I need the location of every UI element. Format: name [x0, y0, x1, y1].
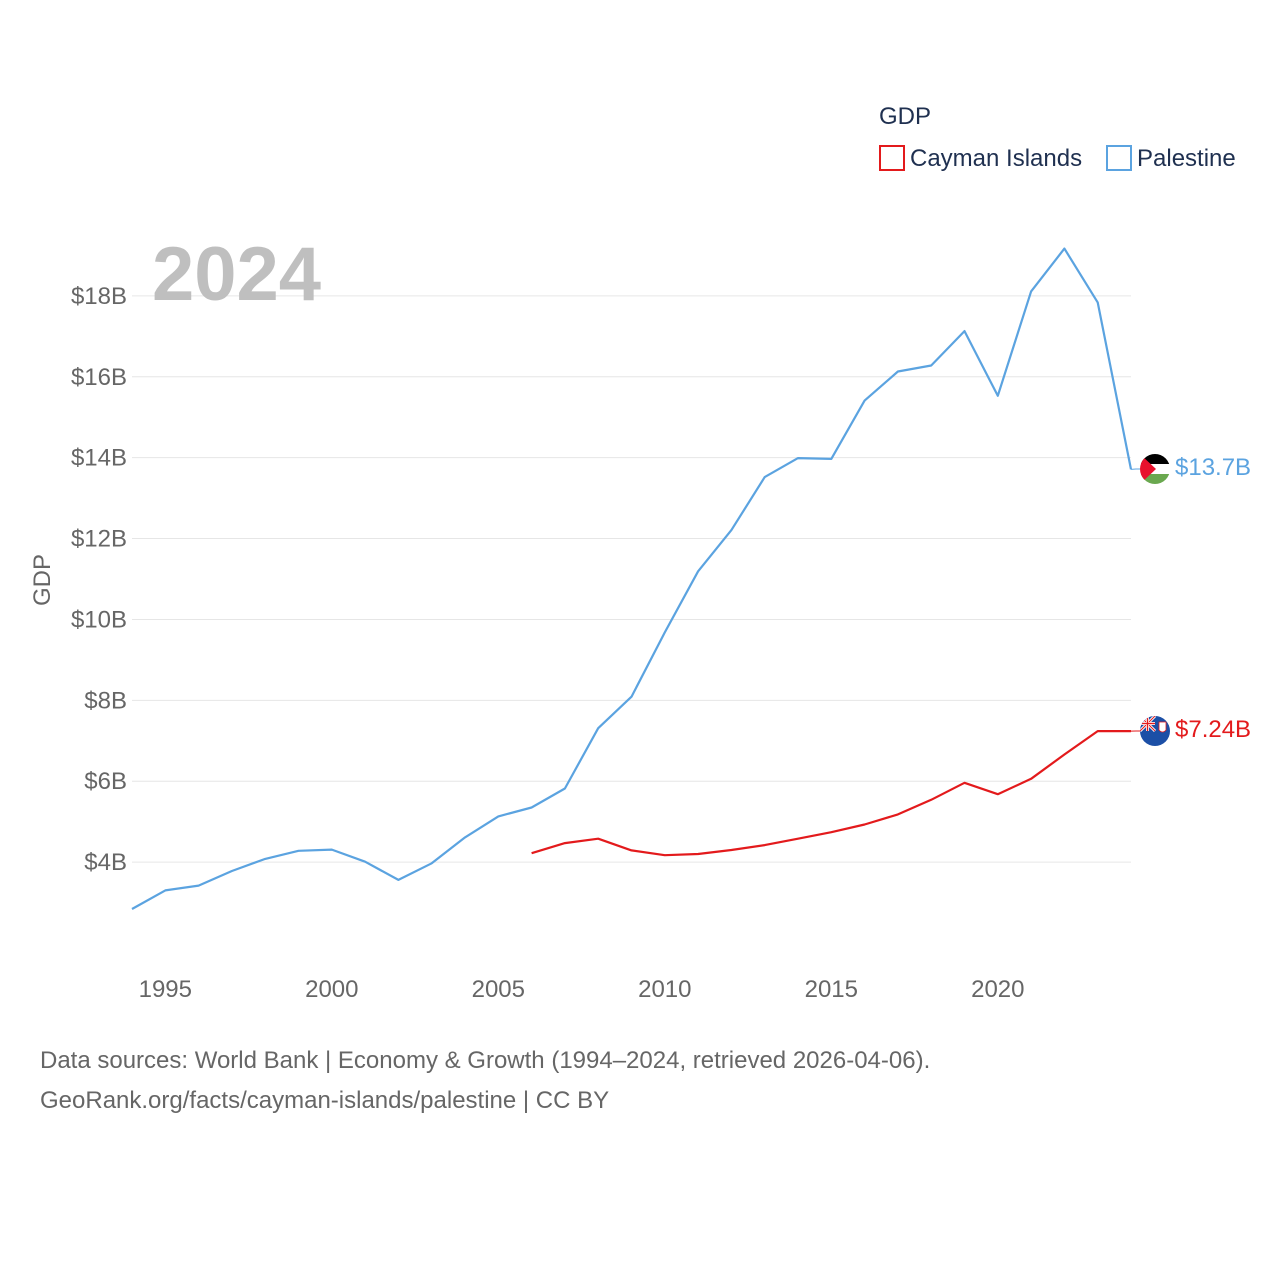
cayman-islands-flag-icon [1140, 716, 1170, 746]
y-tick-label: $4B [84, 849, 127, 876]
year-label: 2024 [152, 232, 321, 317]
series-line-cayman-islands[interactable] [531, 729, 1131, 857]
y-axis-title: GDP [29, 554, 56, 606]
source-line-1: Data sources: World Bank | Economy & Gro… [40, 1047, 930, 1074]
x-tick-labels: 1995 2000 2005 2010 2015 2020 [139, 976, 1025, 1003]
legend-label-palestine[interactable]: Palestine [1137, 145, 1236, 172]
x-tick-label: 2000 [305, 976, 358, 1003]
x-tick-label: 2020 [971, 976, 1024, 1003]
y-tick-label: $10B [71, 606, 127, 633]
grid-lines [132, 295, 1131, 863]
x-tick-label: 2010 [638, 976, 691, 1003]
legend: GDP Cayman Islands Palestine [879, 103, 1236, 172]
palestine-flag-icon [1140, 454, 1170, 484]
y-tick-label: $6B [84, 768, 127, 795]
legend-label-cayman-islands[interactable]: Cayman Islands [910, 145, 1082, 172]
legend-swatch-palestine[interactable] [1106, 145, 1132, 171]
x-tick-label: 2015 [805, 976, 858, 1003]
x-tick-label: 2005 [472, 976, 525, 1003]
y-tick-label: $12B [71, 526, 127, 553]
y-tick-labels: $4B $6B $8B $10B $12B $14B $16B $18B [71, 283, 127, 876]
y-tick-label: $14B [71, 445, 127, 472]
legend-title: GDP [879, 103, 931, 130]
y-tick-label: $8B [84, 687, 127, 714]
x-tick-label: 1995 [139, 976, 192, 1003]
series-line-palestine[interactable] [131, 247, 1133, 910]
y-tick-label: $16B [71, 364, 127, 391]
palestine-end-label: $13.7B [1175, 454, 1251, 481]
cayman-islands-end-label: $7.24B [1175, 716, 1251, 743]
series-lines [131, 247, 1141, 910]
legend-swatch-cayman-islands[interactable] [879, 145, 905, 171]
y-tick-label: $18B [71, 283, 127, 310]
source-line-2[interactable]: GeoRank.org/facts/cayman-islands/palesti… [40, 1087, 609, 1114]
